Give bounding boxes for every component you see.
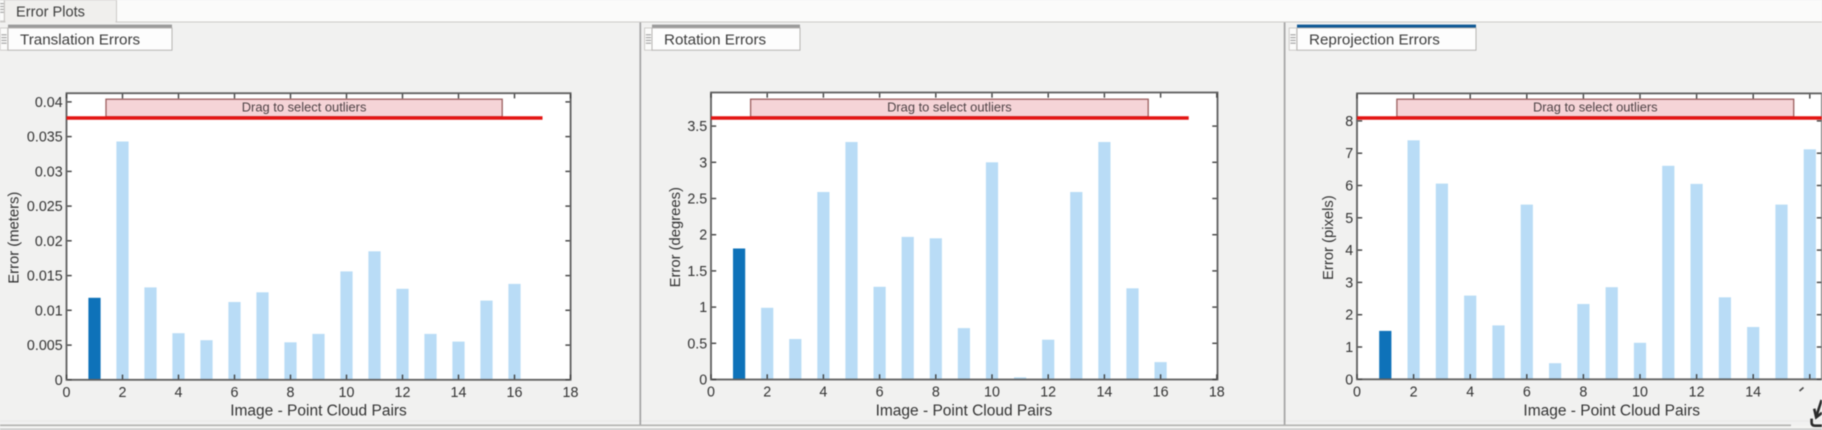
svg-text:16: 16 [1153,385,1169,401]
svg-text:8: 8 [287,385,295,401]
svg-text:8: 8 [932,385,940,401]
svg-text:5: 5 [1345,211,1353,227]
svg-text:10: 10 [1632,384,1648,400]
svg-text:2: 2 [119,385,127,401]
svg-text:12: 12 [1040,385,1056,401]
svg-text:14: 14 [1745,384,1761,400]
svg-text:8: 8 [1579,384,1587,400]
svg-text:3.5: 3.5 [687,119,707,135]
svg-text:12: 12 [395,385,411,401]
svg-text:0: 0 [699,373,707,389]
svg-text:4: 4 [1345,243,1353,259]
svg-text:Reprojection Errors: Reprojection Errors [1309,31,1440,48]
svg-text:3: 3 [1345,275,1353,291]
svg-text:6: 6 [876,385,884,401]
svg-text:2: 2 [763,385,771,401]
svg-text:2.5: 2.5 [687,192,707,208]
svg-text:0.03: 0.03 [35,164,63,180]
svg-text:0.01: 0.01 [35,303,63,319]
svg-text:0: 0 [707,385,715,401]
svg-text:7: 7 [1345,146,1353,162]
svg-text:Translation Errors: Translation Errors [20,31,141,48]
svg-text:6: 6 [1523,384,1531,400]
svg-text:0.035: 0.035 [27,130,63,146]
svg-text:0.04: 0.04 [35,95,63,111]
svg-text:18: 18 [1209,385,1225,401]
svg-text:0: 0 [1353,384,1361,400]
svg-text:6: 6 [231,385,239,401]
svg-text:4: 4 [1466,384,1474,400]
svg-text:Drag to select outliers: Drag to select outliers [242,100,367,115]
svg-text:14: 14 [1096,385,1112,401]
svg-text:Drag to select outliers: Drag to select outliers [887,100,1012,115]
svg-text:1: 1 [1345,340,1353,356]
svg-text:0: 0 [63,385,71,401]
svg-text:Error (pixels): Error (pixels) [1321,195,1337,280]
svg-text:10: 10 [339,385,355,401]
svg-text:1: 1 [699,300,707,316]
svg-text:Image - Point Cloud Pairs: Image - Point Cloud Pairs [1523,402,1700,419]
svg-text:Image - Point Cloud Pairs: Image - Point Cloud Pairs [230,402,407,419]
svg-text:1.5: 1.5 [687,264,707,280]
svg-text:0: 0 [1345,372,1353,388]
svg-text:14: 14 [451,385,467,401]
svg-text:4: 4 [819,385,827,401]
svg-text:2: 2 [1345,308,1353,324]
svg-text:Error (degrees): Error (degrees) [668,187,684,287]
svg-text:0.025: 0.025 [27,199,63,215]
svg-text:0.5: 0.5 [687,336,707,352]
svg-text:0.015: 0.015 [27,269,63,285]
svg-text:3: 3 [699,155,707,171]
svg-text:Rotation Errors: Rotation Errors [664,31,767,48]
svg-text:2: 2 [699,228,707,244]
svg-text:0: 0 [55,373,63,389]
svg-text:Drag to select outliers: Drag to select outliers [1533,100,1658,115]
svg-text:Error Plots: Error Plots [16,5,85,21]
svg-text:Image - Point Cloud Pairs: Image - Point Cloud Pairs [876,402,1053,419]
svg-text:0.005: 0.005 [27,338,63,354]
svg-text:12: 12 [1689,384,1705,400]
svg-text:0.02: 0.02 [35,234,63,250]
svg-text:10: 10 [984,385,1000,401]
svg-text:16: 16 [507,385,523,401]
svg-text:4: 4 [175,385,183,401]
svg-text:Error (meters): Error (meters) [6,192,22,284]
svg-text:8: 8 [1345,114,1353,130]
svg-text:6: 6 [1345,179,1353,195]
svg-text:18: 18 [563,385,579,401]
svg-text:2: 2 [1410,384,1418,400]
